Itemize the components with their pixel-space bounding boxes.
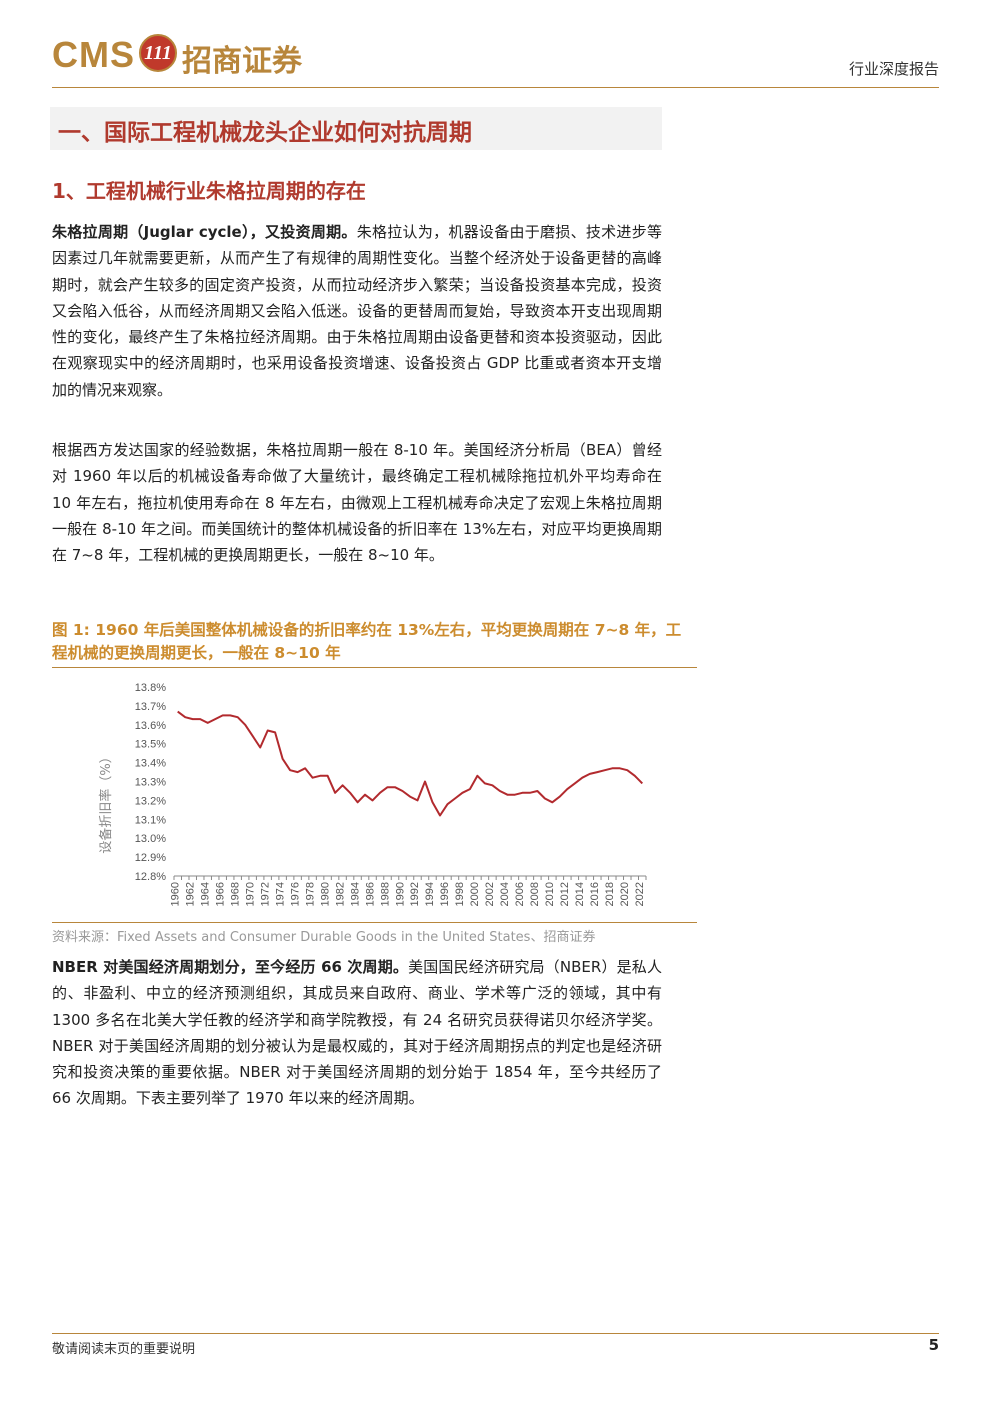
page-number: 5: [928, 1336, 939, 1354]
section-title: 一、国际工程机械龙头企业如何对抗周期: [58, 120, 472, 146]
x-tick-label: 2018: [604, 882, 616, 906]
logo-chinese-name: 招商证券: [182, 44, 302, 79]
x-tick-label: 1986: [364, 882, 376, 906]
x-tick-label: 2000: [469, 882, 481, 906]
x-tick-label: 1960: [170, 882, 182, 906]
x-tick-label: 2022: [634, 882, 646, 906]
y-tick-label: 13.7%: [135, 701, 166, 713]
header-divider: [52, 87, 939, 88]
x-tick-label: 2012: [559, 882, 571, 906]
depreciation-line-chart: 设备折旧率（%） 13.8%13.7%13.6%13.5%13.4%13.3%1…: [98, 682, 647, 906]
report-type: 行业深度报告: [848, 60, 939, 78]
x-tick-label: 2010: [544, 882, 556, 906]
y-tick-label: 13.5%: [135, 739, 166, 751]
paragraph-body: 美国国民经济研究局（NBER）是私人的、非盈利、中立的经济预测组织，其成员来自政…: [52, 958, 662, 1108]
y-tick-label: 12.8%: [135, 871, 166, 883]
footer-divider: [52, 1333, 939, 1334]
x-tick-label: 2004: [499, 882, 511, 906]
paragraph-lead: 朱格拉周期（Juglar cycle），又投资周期。: [52, 223, 357, 241]
figure-source: 资料来源：Fixed Assets and Consumer Durable G…: [52, 930, 596, 945]
y-axis-label: 设备折旧率（%）: [98, 750, 114, 853]
x-tick-label: 1966: [214, 882, 226, 906]
x-tick-label: 1970: [244, 882, 256, 906]
logo-text: CMS: [52, 34, 135, 75]
footer-note: 敬请阅读末页的重要说明: [52, 1342, 196, 1357]
x-tick-label: 1976: [289, 882, 301, 906]
x-tick-label: 1982: [334, 882, 346, 906]
paragraph-bea: 根据西方发达国家的经验数据，朱格拉周期一般在 8-10 年。美国经济分析局（BE…: [52, 437, 662, 568]
paragraph-body: 朱格拉认为，机器设备由于磨损、技术进步等因素过几年就需要更新，从而产生了有规律的…: [52, 223, 662, 399]
x-tick-label: 1990: [394, 882, 406, 906]
x-tick-label: 1974: [274, 882, 286, 906]
x-tick-label: 2006: [514, 882, 526, 906]
y-tick-label: 13.2%: [135, 795, 166, 807]
x-tick-label: 1984: [349, 882, 361, 906]
x-tick-label: 2002: [484, 882, 496, 906]
paragraph-nber: NBER 对美国经济周期划分，至今经历 66 次周期。美国国民经济研究局（NBE…: [52, 954, 662, 1112]
x-tick-label: 1962: [184, 882, 196, 906]
figure-title: 图 1: 1960 年后美国整体机械设备的折旧率约在 13%左右，平均更换周期在…: [52, 621, 682, 662]
x-tick-label: 2020: [619, 882, 631, 906]
figure-top-rule: [52, 667, 697, 668]
x-tick-label: 1994: [424, 882, 436, 906]
y-tick-label: 13.4%: [135, 758, 166, 770]
series-line: [177, 710, 644, 817]
y-tick-label: 12.9%: [135, 852, 166, 864]
x-tick-label: 2016: [589, 882, 601, 906]
series-layer: [177, 710, 644, 817]
x-tick-label: 1980: [319, 882, 331, 906]
figure-bottom-rule: [52, 922, 697, 923]
y-tick-label: 13.6%: [135, 720, 166, 732]
x-tick-label: 1972: [259, 882, 271, 906]
paragraph-body: 根据西方发达国家的经验数据，朱格拉周期一般在 8-10 年。美国经济分析局（BE…: [52, 441, 662, 565]
x-tick-label: 2008: [529, 882, 541, 906]
x-tick-label: 1964: [199, 882, 211, 906]
logo: CMS 111 招商证券: [52, 30, 352, 80]
x-tick-label: 1998: [454, 882, 466, 906]
x-tick-label: 1988: [379, 882, 391, 906]
y-tick-label: 13.1%: [135, 814, 166, 826]
x-tick-label: 1996: [439, 882, 451, 906]
section-title-box: 一、国际工程机械龙头企业如何对抗周期: [50, 107, 662, 150]
x-axis: 1960 1962 1964 1966 1968 1970 1972 1974 1976 1978…: [170, 875, 647, 906]
logo-badge-icon: 111: [139, 34, 177, 72]
x-tick-label: 1992: [409, 882, 421, 906]
subsection-title: 1、工程机械行业朱格拉周期的存在: [52, 179, 366, 203]
x-tick-label: 1968: [229, 882, 241, 906]
y-tick-label: 13.8%: [135, 682, 166, 694]
y-axis-ticks: 13.8% 13.7% 13.6% 13.5% 13.4% 13.3% 13.2% 13.1%…: [135, 682, 166, 883]
y-tick-label: 13.3%: [135, 777, 166, 789]
x-tick-label: 1978: [304, 882, 316, 906]
y-tick-label: 13.0%: [135, 833, 166, 845]
paragraph-juglar: 朱格拉周期（Juglar cycle），又投资周期。朱格拉认为，机器设备由于磨损…: [52, 219, 662, 403]
x-tick-label: 2014: [574, 882, 586, 906]
paragraph-lead: NBER 对美国经济周期划分，至今经历 66 次周期。: [52, 958, 409, 976]
